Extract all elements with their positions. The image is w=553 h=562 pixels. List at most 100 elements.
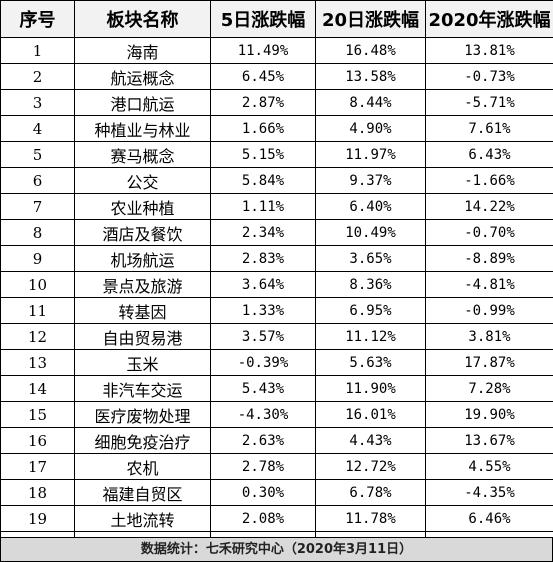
seq-cell: 17	[0, 453, 75, 480]
table-row: 2 航运概念 6.45% 13.58% -0.73%	[0, 63, 553, 90]
header-2020-change: 2020年涨跌幅	[425, 0, 553, 38]
sector-name-cell: 转基因	[74, 297, 211, 324]
sector-name-cell: 景点及旅游	[74, 271, 211, 298]
seq-cell: 18	[0, 479, 75, 506]
seq-cell: 5	[0, 141, 75, 168]
seq-cell: 9	[0, 245, 75, 272]
change-20d-cell: 8.36%	[315, 271, 426, 298]
sector-name-cell: 港口航运	[74, 89, 211, 116]
sector-name-cell: 公交	[74, 167, 211, 194]
seq-cell: 7	[0, 193, 75, 220]
table-row: 17 农机 2.78% 12.72% 4.55%	[0, 453, 553, 480]
seq-cell: 6	[0, 167, 75, 194]
change-2020-cell: 19.90%	[425, 401, 553, 428]
change-5d-cell: 5.84%	[210, 167, 316, 194]
change-5d-cell: 2.78%	[210, 453, 316, 480]
sector-name-cell: 航运概念	[74, 63, 211, 90]
sector-name-cell: 医疗废物处理	[74, 401, 211, 428]
header-5d-change: 5日涨跌幅	[210, 0, 316, 38]
change-2020-cell: -4.35%	[425, 479, 553, 506]
change-5d-cell: 1.33%	[210, 297, 316, 324]
change-5d-cell: 1.11%	[210, 193, 316, 220]
change-20d-cell: 8.44%	[315, 89, 426, 116]
change-2020-cell: 7.61%	[425, 115, 553, 142]
source-footer: 数据统计：七禾研究中心（2020年3月11日）	[0, 537, 553, 562]
table-row: 11 转基因 1.33% 6.95% -0.99%	[0, 297, 553, 324]
table-row: 16 细胞免疫治疗 2.63% 4.43% 13.67%	[0, 427, 553, 454]
change-2020-cell: -1.66%	[425, 167, 553, 194]
table-row: 7 农业种植 1.11% 6.40% 14.22%	[0, 193, 553, 220]
table-row: 15 医疗废物处理 -4.30% 16.01% 19.90%	[0, 401, 553, 428]
sector-name-cell: 非汽车交运	[74, 375, 211, 402]
change-2020-cell: -0.70%	[425, 219, 553, 246]
change-2020-cell: 3.81%	[425, 323, 553, 350]
seq-cell: 2	[0, 63, 75, 90]
sector-name-cell: 赛马概念	[74, 141, 211, 168]
sector-name-cell: 农业种植	[74, 193, 211, 220]
change-2020-cell: 4.55%	[425, 453, 553, 480]
change-20d-cell: 10.49%	[315, 219, 426, 246]
change-2020-cell: 17.87%	[425, 349, 553, 376]
change-2020-cell: -5.71%	[425, 89, 553, 116]
table-row: 19 土地流转 2.08% 11.78% 6.46%	[0, 505, 553, 532]
seq-cell: 1	[0, 37, 75, 64]
change-20d-cell: 6.40%	[315, 193, 426, 220]
header-seq: 序号	[0, 0, 75, 38]
change-20d-cell: 6.95%	[315, 297, 426, 324]
change-2020-cell: 14.22%	[425, 193, 553, 220]
change-20d-cell: 5.63%	[315, 349, 426, 376]
table-row: 4 种植业与林业 1.66% 4.90% 7.61%	[0, 115, 553, 142]
change-5d-cell: 3.57%	[210, 323, 316, 350]
change-5d-cell: 3.64%	[210, 271, 316, 298]
table-header-row: 序号 板块名称 5日涨跌幅 20日涨跌幅 2020年涨跌幅	[0, 0, 553, 38]
seq-cell: 8	[0, 219, 75, 246]
seq-cell: 16	[0, 427, 75, 454]
seq-cell: 14	[0, 375, 75, 402]
change-20d-cell: 11.97%	[315, 141, 426, 168]
change-5d-cell: 2.34%	[210, 219, 316, 246]
seq-cell: 10	[0, 271, 75, 298]
change-20d-cell: 13.58%	[315, 63, 426, 90]
sector-name-cell: 酒店及餐饮	[74, 219, 211, 246]
table-body: 1 海南 11.49% 16.48% 13.81% 2 航运概念 6.45% 13.58% -0.…	[0, 37, 553, 558]
table-row: 6 公交 5.84% 9.37% -1.66%	[0, 167, 553, 194]
table-row: 10 景点及旅游 3.64% 8.36% -4.81%	[0, 271, 553, 298]
sector-name-cell: 种植业与林业	[74, 115, 211, 142]
change-5d-cell: 11.49%	[210, 37, 316, 64]
seq-cell: 4	[0, 115, 75, 142]
change-20d-cell: 16.48%	[315, 37, 426, 64]
sector-name-cell: 玉米	[74, 349, 211, 376]
seq-cell: 13	[0, 349, 75, 376]
table-row: 13 玉米 -0.39% 5.63% 17.87%	[0, 349, 553, 376]
change-2020-cell: 7.28%	[425, 375, 553, 402]
header-sector-name: 板块名称	[74, 0, 211, 38]
table-row: 5 赛马概念 5.15% 11.97% 6.43%	[0, 141, 553, 168]
change-5d-cell: 6.45%	[210, 63, 316, 90]
change-5d-cell: 1.66%	[210, 115, 316, 142]
change-5d-cell: 2.08%	[210, 505, 316, 532]
table-row: 3 港口航运 2.87% 8.44% -5.71%	[0, 89, 553, 116]
change-20d-cell: 4.90%	[315, 115, 426, 142]
change-2020-cell: 6.46%	[425, 505, 553, 532]
sector-name-cell: 土地流转	[74, 505, 211, 532]
change-2020-cell: -8.89%	[425, 245, 553, 272]
sector-name-cell: 机场航运	[74, 245, 211, 272]
seq-cell: 12	[0, 323, 75, 350]
table-row: 14 非汽车交运 5.43% 11.90% 7.28%	[0, 375, 553, 402]
seq-cell: 15	[0, 401, 75, 428]
change-20d-cell: 9.37%	[315, 167, 426, 194]
table-row: 8 酒店及餐饮 2.34% 10.49% -0.70%	[0, 219, 553, 246]
change-2020-cell: -4.81%	[425, 271, 553, 298]
change-20d-cell: 4.43%	[315, 427, 426, 454]
header-20d-change: 20日涨跌幅	[315, 0, 426, 38]
change-5d-cell: 5.43%	[210, 375, 316, 402]
change-20d-cell: 16.01%	[315, 401, 426, 428]
change-2020-cell: 13.81%	[425, 37, 553, 64]
table-row: 18 福建自贸区 0.30% 6.78% -4.35%	[0, 479, 553, 506]
table-row: 1 海南 11.49% 16.48% 13.81%	[0, 37, 553, 64]
change-2020-cell: -0.73%	[425, 63, 553, 90]
sector-name-cell: 细胞免疫治疗	[74, 427, 211, 454]
change-5d-cell: 5.15%	[210, 141, 316, 168]
change-5d-cell: -0.39%	[210, 349, 316, 376]
change-20d-cell: 6.78%	[315, 479, 426, 506]
